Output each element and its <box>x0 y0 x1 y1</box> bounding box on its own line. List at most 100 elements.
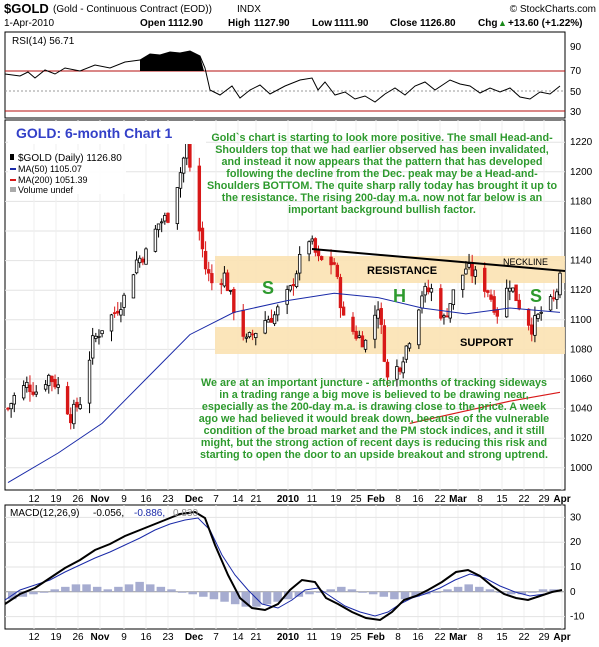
candle-body <box>508 287 512 292</box>
rsi-line <box>4 50 561 103</box>
price-tick-label: 1120 <box>570 285 592 296</box>
candle-body <box>536 313 540 319</box>
price-axis: 1000 1020 1040 1060 1080 1100 1120 1140 1160 1180… <box>570 137 593 474</box>
candle-body <box>461 274 465 290</box>
candle-body <box>451 289 456 306</box>
candle-body <box>338 277 343 309</box>
candle-body <box>495 309 499 317</box>
x-tick-label: 7 <box>213 494 219 505</box>
candle-body <box>232 288 236 314</box>
x-tick-label: 16 <box>140 494 152 505</box>
candle-body <box>401 361 405 374</box>
macd-hist-bar <box>305 591 314 595</box>
candle-body <box>178 172 183 189</box>
candle-body <box>53 379 57 388</box>
neckline-line <box>311 248 566 272</box>
macd-hist-bar <box>39 591 49 593</box>
candle-body <box>65 386 70 415</box>
candle-body <box>250 333 255 336</box>
macd-legend-label: MACD(12,26,9) <box>10 508 79 519</box>
candle-body <box>244 336 249 339</box>
x-axis-bottom: 12 19 26 Nov 9 16 23 Dec 7 14 21 2010 11 19 25 Feb 8 16 22… <box>28 632 570 643</box>
rsi-legend: RSI(14) 56.71 <box>12 36 75 47</box>
candle-body <box>87 359 92 404</box>
candle-body <box>470 263 474 277</box>
macd-hist-bar <box>475 586 484 592</box>
price-tick-label: 1200 <box>570 167 593 178</box>
candle-body <box>558 272 562 296</box>
macd-hist-bar <box>92 586 102 592</box>
x-tick-label: 12 <box>28 494 40 505</box>
macd-hist-bar <box>50 589 59 592</box>
candle-body <box>423 285 427 296</box>
candle-body <box>341 306 346 316</box>
source-credit: © StockCharts.com <box>510 4 596 15</box>
candle-body <box>373 314 377 340</box>
x-tick-label: 29 <box>538 632 550 643</box>
x-tick-label: 19 <box>330 494 342 505</box>
macd-hist-bar <box>315 591 325 593</box>
macd-hist-bar <box>368 591 378 595</box>
close-value: 1126.80 <box>420 18 456 29</box>
candle-body <box>442 315 446 318</box>
macd-hist-bar <box>347 589 357 592</box>
low-label: Low <box>312 18 332 29</box>
macd-hist-bar <box>517 591 527 595</box>
candle-body <box>382 325 387 362</box>
high-value: 1127.90 <box>254 18 290 29</box>
price-legend: $GOLD (Daily) 1126.80 MA(50) 1105.07 MA(… <box>10 153 122 195</box>
candle-body <box>263 320 267 334</box>
x-tick-label: 19 <box>50 632 62 643</box>
candle-body <box>483 267 487 292</box>
candle-body <box>141 258 145 263</box>
x-tick-label: 12 <box>28 632 40 643</box>
x-tick-label: 9 <box>121 632 127 643</box>
rsi-tick: 90 <box>570 42 582 53</box>
macd-hist-bar <box>252 591 261 607</box>
macd-tick-label: 20 <box>570 537 582 548</box>
open-value: 1112.90 <box>168 18 203 29</box>
macd-hist-bar <box>146 584 155 592</box>
x-tick-label: 21 <box>250 494 262 505</box>
x-tick-label: Feb <box>367 494 385 505</box>
symbol: $GOLD <box>4 1 49 16</box>
candle-body <box>219 283 223 285</box>
candle-body <box>12 395 16 405</box>
close-label: Close <box>390 18 418 29</box>
x-tick-label: 25 <box>350 632 362 643</box>
price-tick-label: 1080 <box>570 344 593 355</box>
macd-grid <box>5 505 565 629</box>
x-tick-label: 2010 <box>277 632 300 643</box>
title-backdrop <box>8 122 206 144</box>
candle-body <box>533 315 537 336</box>
macd-hist-bar <box>18 591 28 597</box>
candle-body <box>21 385 26 399</box>
candle-body <box>159 221 164 224</box>
candle-body <box>417 309 421 346</box>
candle-body <box>163 215 167 222</box>
macd-panel: MACD(12,26,9) -0.056, -0.886, 0.830 30 20… <box>4 504 585 630</box>
candle-body <box>200 227 205 250</box>
candle-body <box>464 268 468 275</box>
candle-body <box>247 332 252 338</box>
candle-body <box>138 257 142 264</box>
price-tick-label: 1160 <box>570 226 592 237</box>
candle-body <box>144 248 148 265</box>
candle-body <box>100 330 104 335</box>
candle-body <box>153 228 158 252</box>
description: (Gold - Continuous Contract (EOD)) <box>53 4 212 15</box>
high-label: High <box>228 18 250 29</box>
candle-body <box>75 401 79 408</box>
price-tick-label: 1220 <box>570 137 593 148</box>
macd-hist-bar <box>61 586 70 592</box>
price-tick-label: 1020 <box>570 433 593 444</box>
resistance-label: RESISTANCE <box>367 265 437 277</box>
candlesticks <box>6 130 562 430</box>
macd-hist-bar <box>337 586 346 592</box>
x-tick-label: 23 <box>162 632 174 643</box>
macd-hist-bar <box>390 591 399 600</box>
macd-hist-bar <box>443 589 452 592</box>
candle-body <box>78 404 82 409</box>
x-tick-label: 16 <box>412 632 424 643</box>
x-tick-label: 8 <box>395 632 401 643</box>
